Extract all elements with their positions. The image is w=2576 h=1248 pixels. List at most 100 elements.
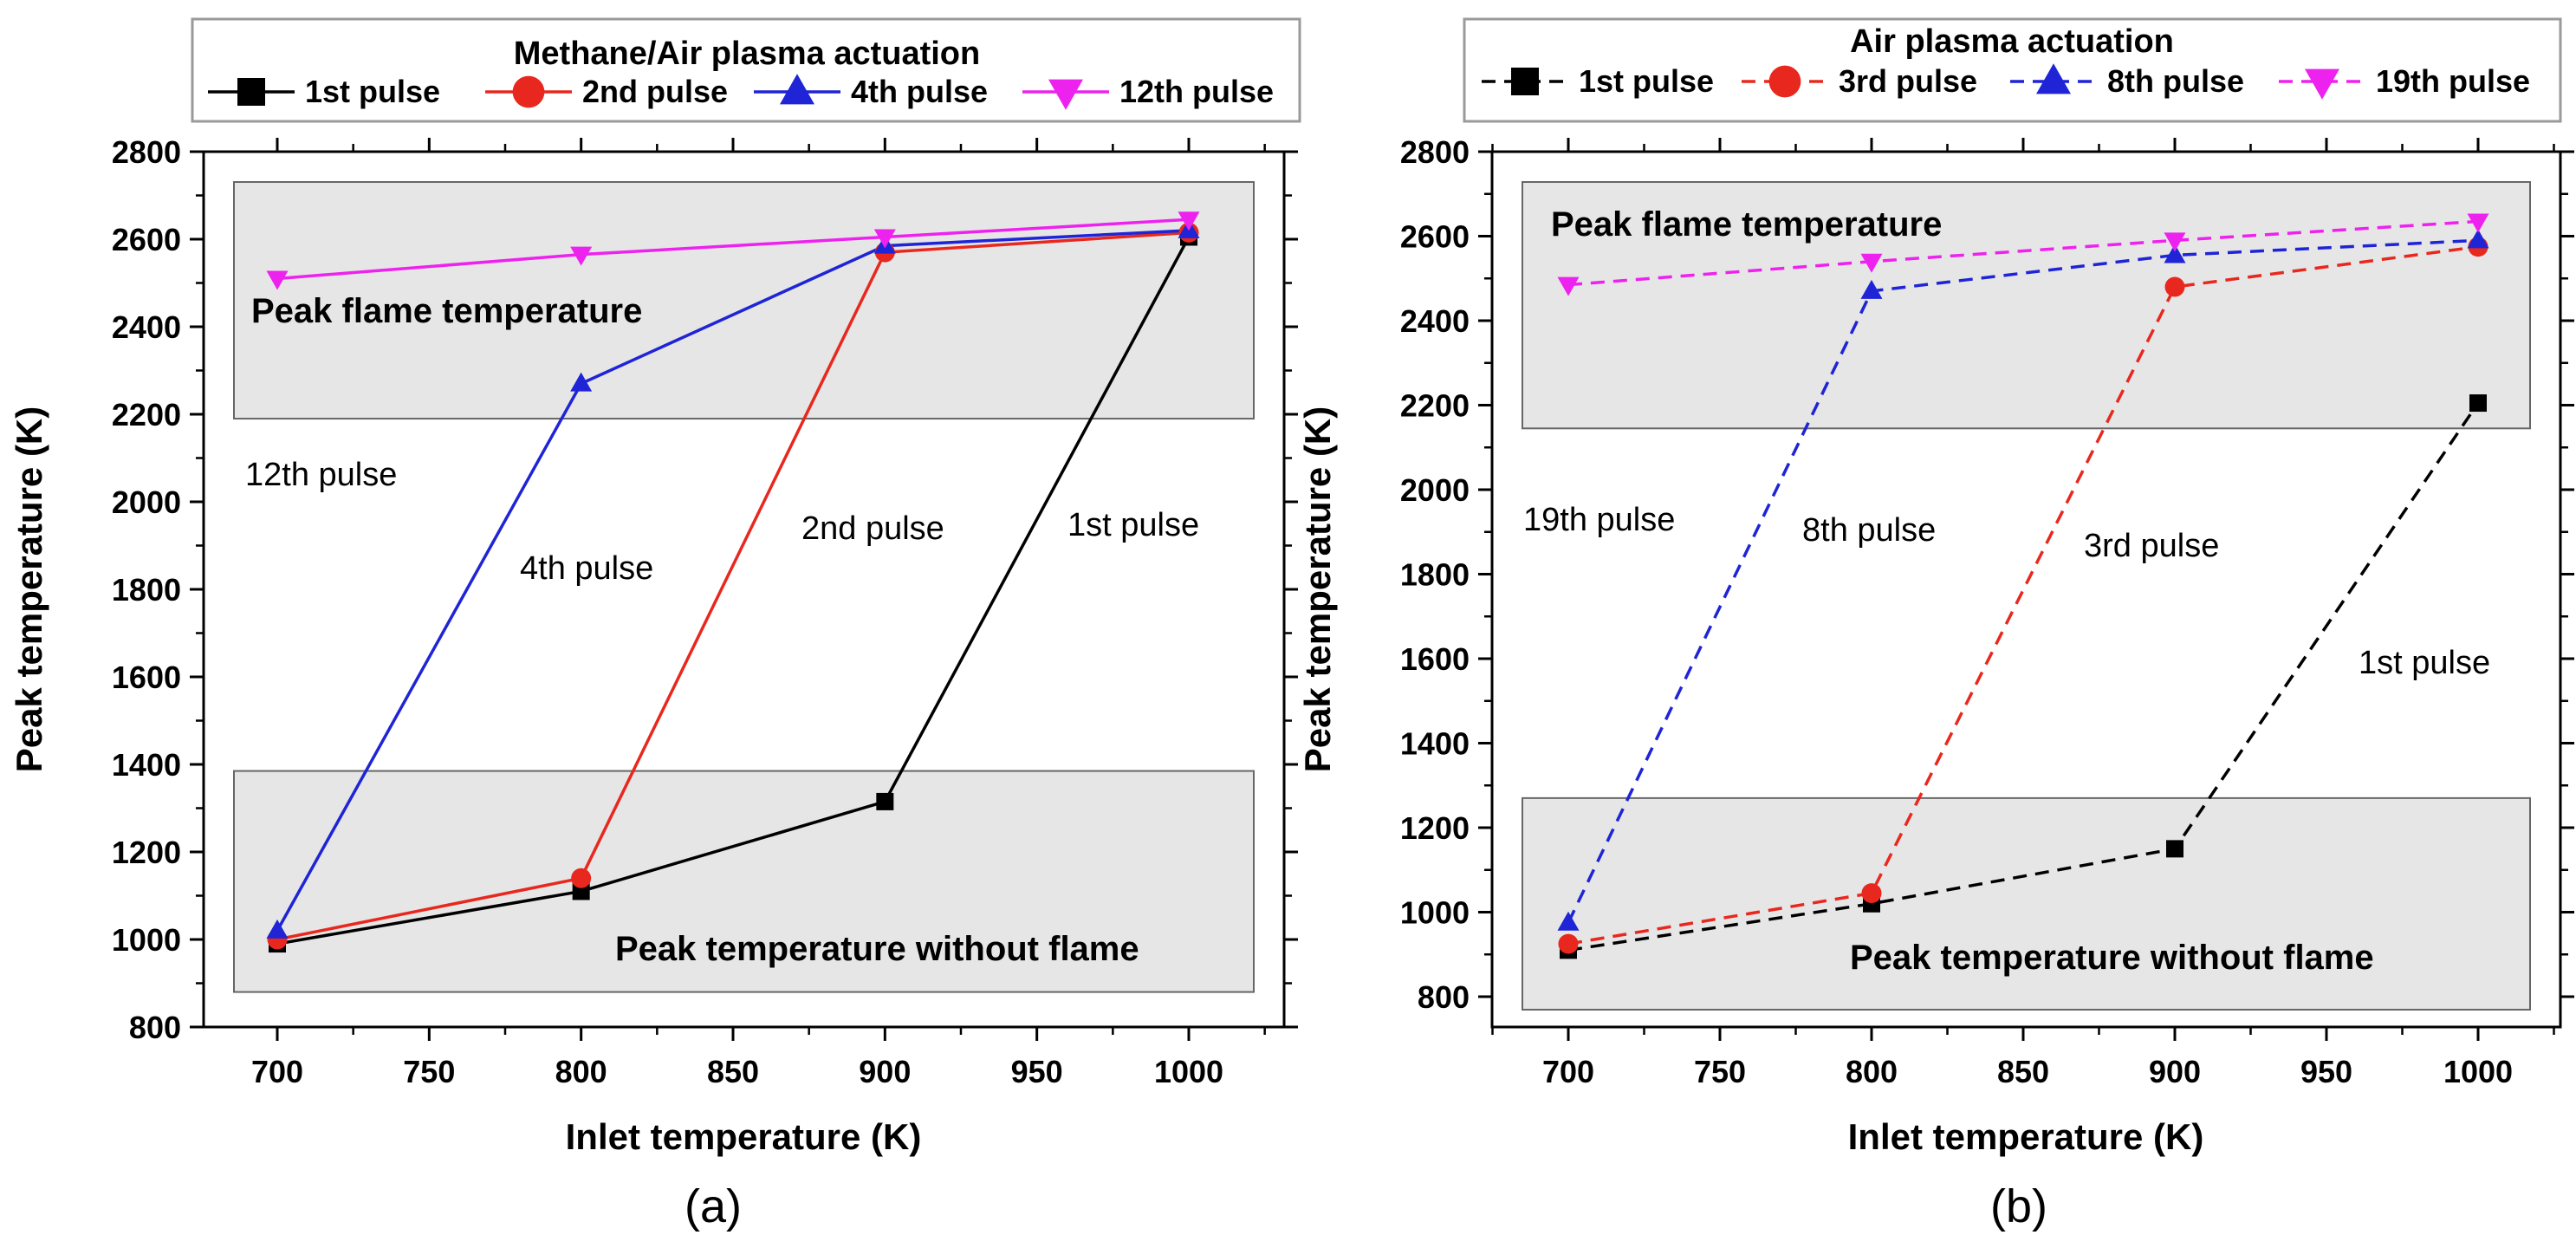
legend-label: 8th pulse <box>2107 63 2244 99</box>
legend-b <box>1463 17 2562 123</box>
x-tick-label: 850 <box>707 1054 759 1089</box>
region-b-flame-label: Peak flame temperature <box>1551 205 1942 244</box>
data-point-3rd-pulse <box>1861 883 1882 904</box>
legend-label: 1st pulse <box>305 74 440 109</box>
legend-label: 4th pulse <box>851 74 988 109</box>
series-line-1st-pulse <box>276 236 1191 946</box>
y-tick-label: 1400 <box>112 747 181 783</box>
legend-marker <box>1511 68 1539 95</box>
y-tick-label: 1400 <box>1400 726 1470 762</box>
region-b-no-flame-label: Peak temperature without flame <box>1850 939 2374 977</box>
series-line-4th-pulse <box>276 229 1190 932</box>
annotation-a-2nd: 2nd pulse <box>801 510 944 547</box>
legend-marker <box>2305 68 2339 100</box>
y-tick-label: 2000 <box>1400 472 1470 508</box>
data-point-12th-pulse <box>873 229 896 249</box>
data-point-12th-pulse <box>570 246 593 266</box>
y-tick-label: 1200 <box>1400 810 1470 846</box>
legend-label: 12th pulse <box>1119 74 1274 109</box>
data-point-3rd-pulse <box>2164 276 2185 297</box>
legend-marker <box>780 74 814 105</box>
data-point-19th-pulse <box>2164 232 2186 252</box>
legend-b-title: Air plasma actuation <box>1850 23 2174 60</box>
series-line-19th-pulse <box>1567 219 2479 287</box>
series-b <box>1557 213 2489 959</box>
x-tick-label: 700 <box>1542 1054 1594 1089</box>
data-point-8th-pulse <box>1860 279 1883 299</box>
annotation-b-19th: 19th pulse <box>1523 502 1675 538</box>
ticks-b: 700 750 800 850 900 950 1000 800 1000 1200 1400 160… <box>1400 134 2574 1089</box>
x-tick-label: 700 <box>251 1054 303 1089</box>
series-line-2nd-pulse <box>276 231 1190 941</box>
legend-a-items: 1st pulse 2nd pulse 4th pulse 12th pulse <box>208 74 1274 110</box>
x-tick-label: 1000 <box>1154 1054 1223 1089</box>
legend-label: 3rd pulse <box>1839 63 1977 99</box>
x-tick-label: 900 <box>2149 1054 2201 1089</box>
annotation-a-1st: 1st pulse <box>1067 507 1199 543</box>
x-tick-label: 850 <box>1997 1054 2049 1089</box>
legend-b-items: 1st pulse 3rd pulse 8th pulse 19th pulse <box>1482 63 2530 100</box>
annotation-a-4th: 4th pulse <box>520 550 653 587</box>
y-tick-label: 1600 <box>112 660 181 695</box>
x-tick-label: 800 <box>1846 1054 1898 1089</box>
panel-label-b: (b) <box>1990 1180 2047 1232</box>
region-a-no-flame-label: Peak temperature without flame <box>615 930 1139 968</box>
y-tick-label: 1000 <box>1400 895 1470 931</box>
data-point-12th-pulse <box>1178 211 1200 231</box>
data-point-1st-pulse <box>2166 840 2183 858</box>
y-tick-label: 2400 <box>1400 303 1470 339</box>
legend-label: 19th pulse <box>2376 63 2530 99</box>
data-point-1st-pulse <box>2469 394 2487 413</box>
x-tick-label: 750 <box>403 1054 455 1089</box>
x-axis-title-b: Inlet temperature (K) <box>1848 1116 2204 1157</box>
annotation-b-3rd: 3rd pulse <box>2084 528 2219 564</box>
legend-label: 2nd pulse <box>582 74 728 109</box>
x-tick-label: 950 <box>1011 1054 1063 1089</box>
data-point-3rd-pulse <box>1558 933 1579 954</box>
annotation-a-12th: 12th pulse <box>245 457 397 493</box>
data-point-19th-pulse <box>1557 276 1580 296</box>
y-tick-label: 1200 <box>112 835 181 870</box>
y-tick-label: 2400 <box>112 309 181 345</box>
panel-label-a: (a) <box>685 1180 742 1232</box>
region-a-flame <box>233 181 1255 420</box>
x-tick-label: 750 <box>1694 1054 1746 1089</box>
y-axis-title-a: Peak temperature (K) <box>9 406 49 772</box>
data-point-19th-pulse <box>2467 213 2489 233</box>
region-b-flame <box>1522 181 2531 430</box>
y-tick-label: 800 <box>129 1010 181 1045</box>
plot-frame-b <box>1490 150 2562 1029</box>
series-a <box>266 211 1200 953</box>
panel-b: Air plasma actuation 1st pulse 3rd pulse 8… <box>1297 17 2574 1232</box>
legend-marker <box>2036 63 2071 94</box>
data-point-8th-pulse <box>1557 911 1580 931</box>
region-a-flame-label: Peak flame temperature <box>251 292 642 330</box>
y-tick-label: 1000 <box>112 922 181 958</box>
x-tick-label: 800 <box>555 1054 607 1089</box>
y-tick-label: 2600 <box>112 222 181 257</box>
y-tick-label: 1600 <box>1400 641 1470 677</box>
y-tick-label: 800 <box>1418 979 1470 1015</box>
data-point-8th-pulse <box>2164 244 2186 263</box>
legend-marker <box>512 75 545 108</box>
series-line-3rd-pulse <box>1567 244 2479 946</box>
y-tick-label: 2600 <box>1400 219 1470 255</box>
data-point-12th-pulse <box>266 270 289 290</box>
y-tick-label: 2000 <box>112 484 181 520</box>
data-point-19th-pulse <box>1860 253 1883 273</box>
data-point-8th-pulse <box>2467 229 2489 249</box>
legend-marker <box>1048 79 1083 110</box>
region-a-no-flame <box>233 770 1255 993</box>
y-tick-label: 1800 <box>112 572 181 608</box>
y-axis-title-b: Peak temperature (K) <box>1297 406 1338 772</box>
data-point-1st-pulse <box>876 792 894 810</box>
legend-label: 1st pulse <box>1579 63 1714 99</box>
region-b-no-flame <box>1522 796 2531 1011</box>
x-axis-title-a: Inlet temperature (K) <box>566 1116 922 1157</box>
annotation-b-8th: 8th pulse <box>1802 512 1936 549</box>
x-tick-label: 950 <box>2300 1054 2352 1089</box>
x-tick-label: 900 <box>859 1054 911 1089</box>
legend-marker <box>1768 65 1801 98</box>
y-tick-label: 2800 <box>112 134 181 170</box>
